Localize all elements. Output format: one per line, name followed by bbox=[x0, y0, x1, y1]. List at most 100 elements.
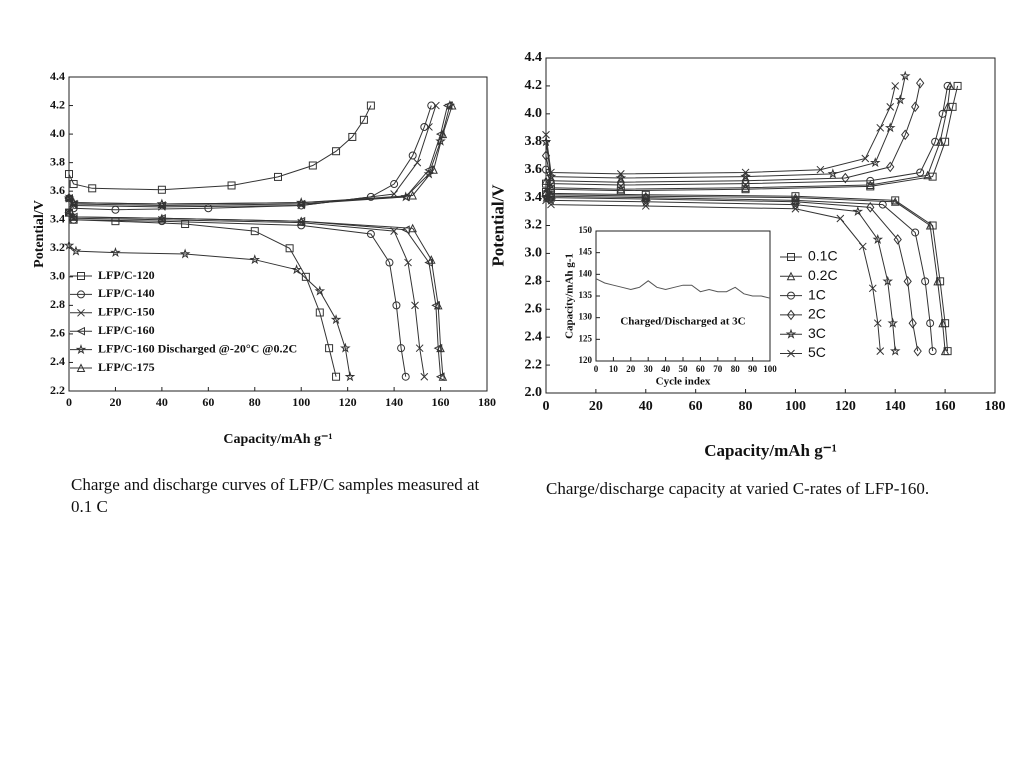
legend-marker bbox=[75, 344, 87, 355]
marker bbox=[156, 198, 168, 209]
marker bbox=[301, 272, 310, 281]
marker bbox=[921, 277, 930, 286]
x-tick-label: 90 bbox=[748, 364, 758, 374]
marker bbox=[943, 81, 952, 90]
marker bbox=[616, 184, 626, 194]
legend-label: LFP/C-160 bbox=[98, 323, 155, 337]
marker bbox=[791, 204, 800, 213]
marker bbox=[408, 151, 417, 160]
marker bbox=[928, 172, 937, 181]
y-tick-label: 3.4 bbox=[50, 211, 65, 225]
series-line bbox=[595, 278, 771, 299]
x-tick-label: 0 bbox=[543, 399, 550, 414]
legend-label: LFP/C-140 bbox=[98, 286, 155, 300]
x-tick-label: 0 bbox=[594, 364, 599, 374]
marker bbox=[886, 161, 895, 173]
x-tick-label: 140 bbox=[885, 399, 906, 414]
y-tick-label: 125 bbox=[579, 333, 593, 343]
series-line bbox=[545, 85, 959, 352]
y-tick-label: 2.4 bbox=[50, 354, 65, 368]
marker bbox=[392, 301, 401, 310]
marker bbox=[63, 239, 75, 250]
x-tick-label: 0 bbox=[66, 395, 72, 409]
x-tick-label: 180 bbox=[478, 395, 496, 409]
marker bbox=[366, 101, 375, 110]
marker bbox=[249, 254, 261, 265]
marker bbox=[308, 161, 317, 170]
marker bbox=[852, 205, 864, 217]
marker bbox=[438, 129, 448, 139]
marker bbox=[429, 165, 438, 174]
y-tick-label: 4.2 bbox=[50, 97, 65, 111]
marker bbox=[945, 81, 955, 90]
legend-marker bbox=[77, 272, 85, 280]
legend-label: LFP/C-175 bbox=[98, 360, 155, 374]
x-tick-label: 100 bbox=[292, 395, 310, 409]
marker bbox=[296, 197, 306, 207]
marker bbox=[64, 207, 74, 217]
marker bbox=[889, 345, 901, 356]
marker bbox=[884, 122, 896, 133]
y-tick-label: 150 bbox=[579, 225, 593, 235]
x-tick-label: 100 bbox=[763, 364, 777, 374]
y-tick-label: 2.2 bbox=[525, 357, 543, 372]
series-line bbox=[545, 82, 921, 352]
marker bbox=[893, 234, 902, 245]
y-tick-label: 3.8 bbox=[50, 154, 65, 168]
marker bbox=[64, 208, 73, 217]
y-tick-label: 4.2 bbox=[525, 78, 543, 93]
marker bbox=[291, 264, 302, 275]
marker bbox=[157, 185, 166, 194]
marker bbox=[938, 318, 947, 328]
marker bbox=[547, 168, 555, 177]
marker bbox=[427, 101, 436, 110]
y-tick-label: 3.6 bbox=[525, 162, 543, 177]
marker bbox=[542, 196, 550, 205]
legend-marker bbox=[787, 253, 795, 261]
marker bbox=[876, 123, 885, 132]
marker bbox=[296, 216, 306, 226]
marker bbox=[858, 242, 867, 251]
marker bbox=[899, 70, 911, 81]
marker bbox=[68, 197, 79, 208]
y-tick-label: 4.4 bbox=[525, 50, 543, 65]
y-tick-label: 2.2 bbox=[50, 383, 65, 397]
marker bbox=[340, 342, 351, 353]
marker bbox=[325, 344, 334, 353]
x-tick-label: 160 bbox=[935, 399, 956, 414]
marker bbox=[953, 81, 962, 90]
marker bbox=[408, 190, 417, 200]
marker bbox=[913, 345, 922, 357]
y-tick-label: 3.2 bbox=[525, 218, 543, 233]
marker bbox=[868, 284, 877, 293]
marker bbox=[436, 343, 445, 353]
marker bbox=[359, 115, 368, 124]
marker bbox=[931, 137, 940, 146]
marker bbox=[433, 300, 443, 310]
marker bbox=[938, 109, 947, 118]
marker bbox=[741, 183, 750, 192]
legend-label: 1C bbox=[808, 286, 826, 302]
legend-label: 5C bbox=[808, 344, 826, 360]
legend-marker bbox=[76, 326, 85, 336]
series-line bbox=[545, 75, 906, 352]
marker bbox=[940, 346, 950, 356]
legend-label: 0.2C bbox=[808, 267, 838, 283]
marker bbox=[411, 301, 419, 310]
marker bbox=[69, 197, 78, 207]
marker bbox=[943, 102, 952, 111]
x-tick-label: 10 bbox=[609, 364, 619, 374]
y-axis-title: Potential/V bbox=[489, 184, 508, 267]
marker bbox=[88, 184, 97, 193]
marker bbox=[878, 200, 887, 209]
marker bbox=[886, 103, 895, 111]
plot-frame bbox=[68, 76, 488, 392]
marker bbox=[925, 220, 935, 230]
marker bbox=[890, 197, 900, 206]
marker bbox=[401, 372, 410, 381]
marker bbox=[790, 199, 801, 210]
y-tick-label: 3.6 bbox=[50, 183, 65, 197]
marker bbox=[540, 136, 552, 147]
marker bbox=[413, 158, 422, 167]
legend-marker bbox=[77, 290, 85, 299]
